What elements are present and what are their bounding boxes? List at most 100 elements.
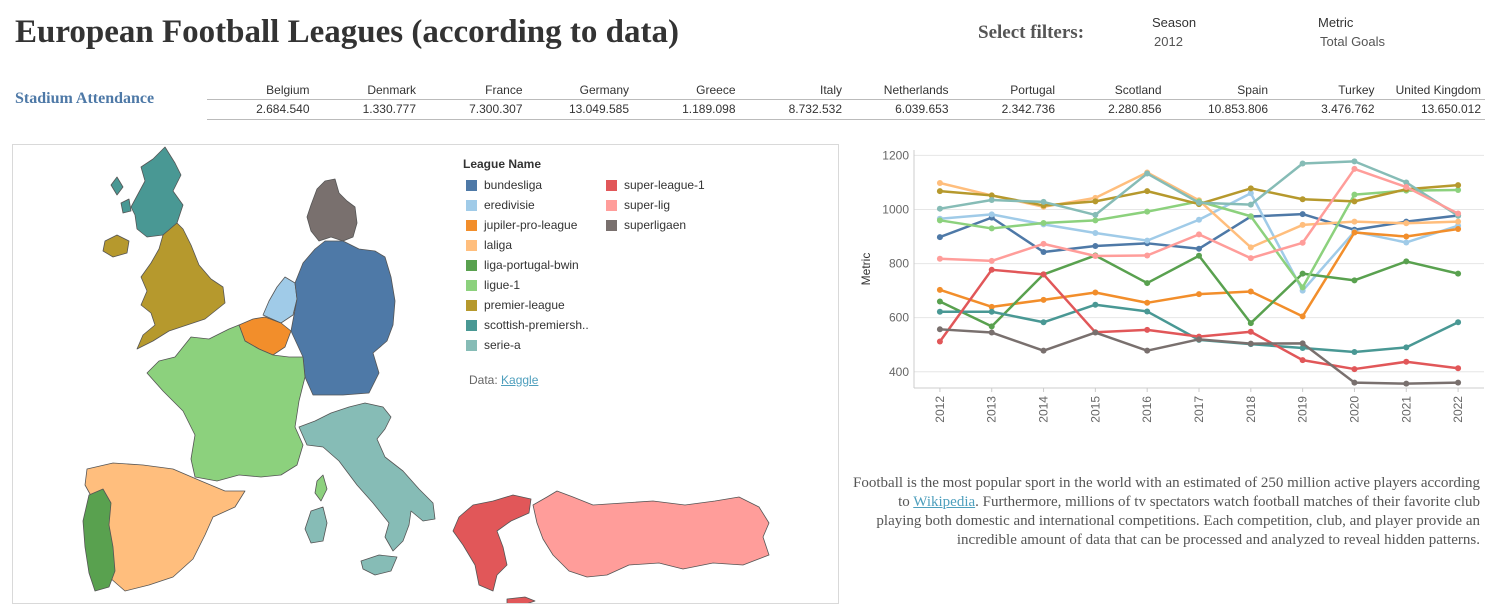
data-point-scottish-premiersh[interactable] — [1092, 301, 1099, 308]
data-point-eredivisie[interactable] — [988, 211, 995, 218]
data-point-ligue-1[interactable] — [1247, 213, 1254, 220]
legend-item-bundesliga[interactable]: bundesliga — [463, 175, 603, 195]
series-line-eredivisie[interactable] — [939, 192, 1459, 292]
data-point-laliga[interactable] — [936, 179, 943, 186]
metric-filter-value[interactable]: Total Goals — [1320, 34, 1386, 49]
data-point-serie-a[interactable] — [1144, 170, 1151, 177]
series-line-serie-a[interactable] — [939, 160, 1459, 217]
line-chart-svg[interactable]: 400 600 800 1000 1200 2012 2013 2014 2015 2016 201… — [852, 140, 1492, 440]
data-point-premier-league[interactable] — [1247, 185, 1254, 192]
map-region-portugal[interactable] — [82, 488, 116, 592]
data-point-super-lig[interactable] — [988, 257, 995, 264]
data-point-superligaen[interactable] — [1092, 329, 1099, 336]
data-point-jupiler-pro-league[interactable] — [1196, 291, 1202, 298]
data-point-super-league-1[interactable] — [936, 338, 943, 345]
data-point-serie-a[interactable] — [988, 197, 995, 204]
data-point-super-league-1[interactable] — [1040, 271, 1047, 278]
data-point-ligue-1[interactable] — [1040, 220, 1047, 227]
legend-item-jupiler-pro-league[interactable]: jupiler-pro-league — [463, 215, 603, 235]
data-point-scottish-premiersh[interactable] — [1351, 349, 1358, 356]
data-point-eredivisie[interactable] — [1403, 239, 1410, 246]
map-region-greece[interactable] — [452, 494, 532, 592]
data-point-ligue-1[interactable] — [936, 217, 943, 224]
data-point-premier-league[interactable] — [1092, 198, 1099, 205]
data-point-jupiler-pro-league[interactable] — [1040, 296, 1047, 303]
data-point-superligaen[interactable] — [1403, 380, 1410, 387]
data-point-bundesliga[interactable] — [936, 234, 943, 241]
data-point-serie-a[interactable] — [1247, 201, 1254, 208]
data-point-super-league-1[interactable] — [988, 266, 995, 273]
data-point-superligaen[interactable] — [1040, 347, 1047, 354]
data-point-ligue-1[interactable] — [1455, 187, 1462, 194]
data-point-laliga[interactable] — [1247, 244, 1254, 251]
data-point-ligue-1[interactable] — [1092, 217, 1099, 224]
map-region-italy[interactable] — [298, 402, 436, 552]
data-point-super-lig[interactable] — [1403, 184, 1410, 191]
series-line-liga-portugal-bwin[interactable] — [939, 254, 1459, 328]
map-region-england[interactable] — [136, 222, 226, 350]
data-point-super-lig[interactable] — [1247, 255, 1254, 262]
map-region-turkey[interactable] — [532, 490, 770, 578]
data-point-superligaen[interactable] — [1247, 340, 1254, 347]
data-point-super-lig[interactable] — [1144, 252, 1151, 259]
map-region-corsica[interactable] — [314, 474, 328, 502]
data-point-liga-portugal-bwin[interactable] — [1247, 320, 1254, 327]
data-point-superligaen[interactable] — [1455, 379, 1462, 386]
legend-item-super-league-1[interactable]: super-league-1 — [603, 175, 743, 195]
data-point-laliga[interactable] — [1403, 220, 1410, 227]
data-point-serie-a[interactable] — [1403, 179, 1410, 186]
data-point-ligue-1[interactable] — [988, 225, 995, 232]
data-point-premier-league[interactable] — [1455, 182, 1462, 189]
data-point-scottish-premiersh[interactable] — [1455, 319, 1462, 326]
data-point-jupiler-pro-league[interactable] — [936, 286, 943, 293]
data-point-bundesliga[interactable] — [1092, 243, 1099, 250]
data-point-eredivisie[interactable] — [1144, 237, 1151, 244]
map-region-scottish-isles[interactable] — [110, 176, 132, 214]
data-point-superligaen[interactable] — [1144, 347, 1151, 354]
data-point-ligue-1[interactable] — [1144, 208, 1151, 215]
data-point-liga-portugal-bwin[interactable] — [1455, 270, 1462, 277]
data-point-scottish-premiersh[interactable] — [988, 308, 995, 315]
data-point-scottish-premiersh[interactable] — [1040, 319, 1047, 326]
data-point-liga-portugal-bwin[interactable] — [1299, 270, 1306, 277]
data-point-ligue-1[interactable] — [1351, 191, 1358, 198]
data-point-superligaen[interactable] — [1299, 340, 1306, 347]
data-point-serie-a[interactable] — [1040, 198, 1047, 205]
legend-item-super-lig[interactable]: super-lig — [603, 195, 743, 215]
map-region-france[interactable] — [146, 324, 306, 482]
data-point-jupiler-pro-league[interactable] — [1403, 233, 1410, 240]
data-point-eredivisie[interactable] — [1092, 230, 1099, 237]
season-filter-value[interactable]: 2012 — [1154, 34, 1183, 49]
legend-item-laliga[interactable]: laliga — [463, 235, 603, 255]
data-point-super-lig[interactable] — [1351, 165, 1358, 172]
data-point-premier-league[interactable] — [1351, 198, 1358, 205]
legend-item-premier-league[interactable]: premier-league — [463, 295, 603, 315]
data-point-superligaen[interactable] — [1351, 379, 1358, 386]
data-point-liga-portugal-bwin[interactable] — [936, 298, 943, 305]
series-line-super-league-1[interactable] — [938, 268, 1459, 371]
data-point-serie-a[interactable] — [1196, 199, 1202, 206]
metric-filter[interactable]: Metric Total Goals — [1318, 15, 1385, 49]
data-point-serie-a[interactable] — [1092, 211, 1099, 218]
data-point-serie-a[interactable] — [1351, 158, 1358, 165]
data-point-bundesliga[interactable] — [1040, 248, 1047, 255]
data-point-serie-a[interactable] — [936, 205, 943, 212]
data-point-jupiler-pro-league[interactable] — [988, 303, 995, 310]
data-point-laliga[interactable] — [1455, 218, 1462, 225]
data-point-serie-a[interactable] — [1299, 160, 1306, 167]
legend-item-liga-portugal-bwin[interactable]: liga-portugal-bwin — [463, 255, 603, 275]
data-point-superligaen[interactable] — [1196, 336, 1202, 343]
map-region-scotland[interactable] — [130, 146, 184, 238]
data-point-super-lig[interactable] — [1299, 239, 1306, 246]
map-region-northern-ireland[interactable] — [102, 234, 130, 258]
data-point-liga-portugal-bwin[interactable] — [1144, 280, 1151, 287]
data-point-jupiler-pro-league[interactable] — [1247, 288, 1254, 295]
data-point-super-lig[interactable] — [1455, 210, 1462, 217]
data-point-laliga[interactable] — [1351, 218, 1358, 225]
data-point-superligaen[interactable] — [936, 326, 943, 333]
data-point-jupiler-pro-league[interactable] — [1092, 289, 1099, 296]
data-point-scottish-premiersh[interactable] — [1403, 344, 1410, 351]
data-point-super-league-1[interactable] — [1455, 365, 1462, 372]
legend-item-serie-a[interactable]: serie-a — [463, 335, 603, 355]
data-point-premier-league[interactable] — [1299, 196, 1306, 203]
